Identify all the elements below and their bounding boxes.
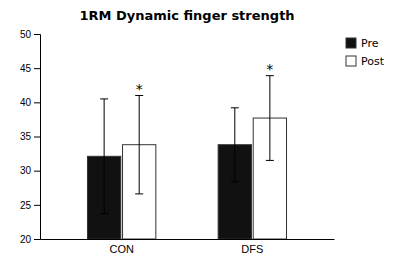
tick-label: 20	[20, 234, 32, 245]
axis-line	[41, 239, 335, 240]
marks	[87, 76, 286, 239]
error-bar-line	[100, 99, 108, 214]
tick-mark	[34, 137, 40, 138]
tick-label: 45	[20, 63, 32, 74]
y-tick: 20	[20, 234, 40, 245]
legend-item: Pre	[346, 37, 379, 50]
tick-label: DFS	[241, 243, 263, 255]
x-tick: CON	[109, 239, 133, 255]
y-axis: 20 25 30 35 40 45 50	[20, 29, 41, 245]
y-tick: 40	[20, 97, 40, 108]
legend-label: Post	[361, 55, 385, 68]
annotation: *	[136, 81, 143, 97]
error-bar	[231, 108, 239, 182]
tick-mark	[34, 34, 40, 35]
chart: 20 25 30 35 40 45 50 CON DFS * * 1RM Dynamic finger…	[0, 0, 400, 265]
legend: Pre Post	[346, 37, 385, 68]
plot: 20 25 30 35 40 45 50 CON DFS * *	[20, 29, 335, 255]
tick-mark	[34, 239, 40, 240]
axis-line	[34, 35, 41, 240]
legend-item: Post	[346, 55, 385, 68]
error-bar	[266, 76, 274, 161]
error-bar-line	[266, 76, 274, 161]
title: 1RM Dynamic finger strength	[79, 8, 294, 23]
error-bar-line	[135, 96, 143, 194]
legend-label: Pre	[361, 37, 379, 50]
y-tick: 50	[20, 29, 40, 40]
y-tick: 30	[20, 165, 40, 176]
error-bar	[135, 96, 143, 194]
x-tick: DFS	[241, 239, 263, 255]
tick-label: 50	[20, 29, 32, 40]
legend-swatch	[346, 56, 356, 66]
tick-label: 25	[20, 200, 32, 211]
tick-mark	[34, 205, 40, 206]
legend-swatch	[346, 38, 356, 48]
y-tick: 45	[20, 63, 40, 74]
error-bar	[100, 99, 108, 214]
error-bar-line	[231, 108, 239, 182]
y-tick: 25	[20, 200, 40, 211]
annotation: *	[266, 61, 273, 77]
tick-label: 35	[20, 131, 32, 142]
tick-mark	[34, 171, 40, 172]
tick-label: CON	[109, 243, 133, 255]
y-tick: 35	[20, 131, 40, 142]
tick-label: 40	[20, 97, 32, 108]
tick-mark	[34, 102, 40, 103]
tick-mark	[34, 68, 40, 69]
x-axis: CON DFS	[41, 239, 335, 255]
tick-label: 30	[20, 165, 32, 176]
